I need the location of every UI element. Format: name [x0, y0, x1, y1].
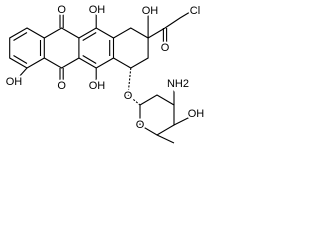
atom-label: OH: [89, 80, 106, 92]
atom-label: O: [57, 80, 66, 92]
atom-label: OH: [89, 4, 106, 16]
atom-label: NH2: [167, 78, 189, 90]
atom-label: OH: [188, 108, 205, 120]
atom-label: Cl: [190, 5, 200, 17]
structure-diagram: O OH OH O Cl OH O OH O O NH2 OH: [4, 2, 206, 144]
atom-label: O: [124, 90, 133, 102]
atom-label: O: [161, 42, 170, 54]
atom-label: O: [136, 119, 145, 131]
atom-label: OH: [142, 5, 159, 17]
atom-label: O: [57, 4, 66, 16]
atom-label: OH: [6, 76, 23, 88]
bonds: [9, 11, 193, 144]
